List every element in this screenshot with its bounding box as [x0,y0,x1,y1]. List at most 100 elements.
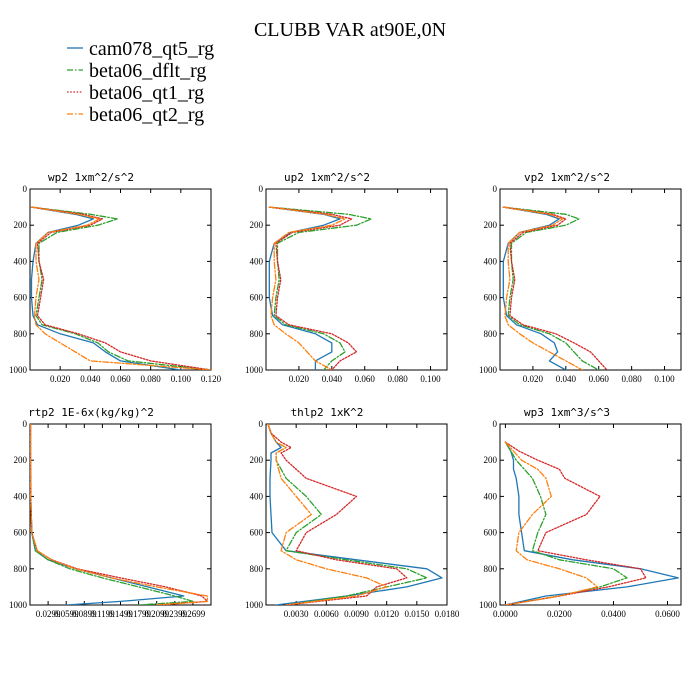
x-tick-label: 0.020 [523,374,544,384]
legend-label-0: cam078_qt5_rg [89,38,214,60]
panel-vp2: vp2 1xm^2/s^2 0 200 400 600 800 1000 0.020 0.04… [479,171,682,384]
x-tick-label: 0.0200 [547,609,572,619]
y-tick-label: 1000 [245,365,264,375]
series-line-beta06_qt2_rg [502,206,583,370]
series-line-cam078_qt5_rg [504,441,679,605]
x-tick-label: 0.2699 [181,609,206,619]
series-line-beta06_qt1_rg [267,424,408,605]
y-tick-label: 400 [14,256,28,266]
series-line-beta06_dflt_rg [30,206,211,370]
x-tick-label: 0.0180 [435,609,460,619]
y-tick-label: 600 [250,528,264,538]
x-tick-label: 0.2099 [144,609,169,619]
y-tick-label: 1000 [479,365,498,375]
y-tick-label: 200 [484,455,498,465]
x-tick-label: 0.0030 [284,609,309,619]
panel-rtp2: rtp2 1E-6x(kg/kg)^2 0 200 400 600 800 1000 0.0… [9,406,212,619]
x-tick-label: 0.060 [110,374,131,384]
y-tick-label: 200 [250,220,264,230]
y-tick-label: 200 [250,455,264,465]
x-tick-label: 0.080 [622,374,643,384]
series-line-beta06_qt2_rg [267,424,388,605]
y-tick-label: 400 [250,491,264,501]
y-tick-label: 1000 [9,600,28,610]
x-tick-label: 0.0599 [54,609,79,619]
y-tick-label: 1000 [9,365,28,375]
x-tick-label: 0.0000 [493,609,518,619]
y-tick-label: 800 [484,329,498,339]
series-line-cam078_qt5_rg [30,206,182,370]
x-tick-label: 0.060 [589,374,610,384]
series-line-beta06_qt1_rg [30,206,211,370]
y-tick-label: 1000 [479,600,498,610]
panel-title: up2 1xm^2/s^2 [284,171,370,184]
y-tick-label: 0 [259,419,264,429]
series-line-beta06_qt2_rg [268,206,346,370]
y-tick-label: 200 [484,220,498,230]
legend-entry: beta06_dflt_rg [67,60,206,82]
panel-wp2: wp2 1xm^2/s^2 0 200 400 600 800 1000 0.020 0.04… [9,171,222,384]
x-tick-label: 0.020 [50,374,71,384]
y-tick-label: 800 [14,329,28,339]
series-line-cam078_qt5_rg [268,206,341,370]
legend-label-1: beta06_dflt_rg [89,60,206,82]
series-line-beta06_qt2_rg [504,441,598,605]
figure-title: CLUBB VAR at90E,0N [254,19,446,41]
panel-up2: up2 1xm^2/s^2 0 200 400 600 800 1000 0.020 0.04… [245,171,448,384]
x-tick-label: 0.1799 [126,609,151,619]
x-tick-label: 0.040 [556,374,577,384]
plot-frame [265,188,448,371]
x-tick-label: 0.0060 [314,609,339,619]
panel-title: wp2 1xm^2/s^2 [48,171,134,184]
series-line-beta06_dflt_rg [504,441,628,605]
series-line-cam078_qt5_rg [267,424,443,605]
y-tick-label: 800 [250,564,264,574]
y-tick-label: 600 [484,528,498,538]
x-tick-label: 0.1499 [108,609,133,619]
x-tick-label: 0.100 [654,374,675,384]
x-tick-label: 0.120 [201,374,222,384]
x-tick-label: 0.100 [171,374,192,384]
x-tick-label: 0.080 [388,374,409,384]
y-tick-label: 400 [14,491,28,501]
y-tick-label: 600 [14,293,28,303]
x-tick-label: 0.040 [80,374,101,384]
x-tick-label: 0.0120 [374,609,399,619]
panel-title: vp2 1xm^2/s^2 [524,171,610,184]
y-tick-label: 600 [250,293,264,303]
x-tick-label: 0.0400 [601,609,626,619]
legend-entry: beta06_qt1_rg [67,82,204,104]
series-line-beta06_qt2_rg [30,206,211,370]
legend-label-2: beta06_qt1_rg [89,82,204,104]
y-tick-label: 400 [250,256,264,266]
series-line-beta06_dflt_rg [268,206,372,370]
y-tick-label: 0 [23,184,28,194]
series-line-beta06_qt2_rg [30,424,209,605]
y-tick-label: 800 [484,564,498,574]
x-tick-label: 0.1199 [90,609,115,619]
plot-frame [499,423,682,606]
panel-title: thlp2 1xK^2 [291,406,364,419]
y-tick-label: 0 [259,184,264,194]
x-tick-label: 0.100 [420,374,441,384]
legend: cam078_qt5_rg beta06_dflt_rg beta06_qt1_… [67,38,214,126]
y-tick-label: 600 [14,528,28,538]
x-tick-label: 0.0150 [404,609,429,619]
y-tick-label: 1000 [245,600,264,610]
series-line-cam078_qt5_rg [502,206,567,370]
x-tick-label: 0.060 [355,374,376,384]
y-tick-label: 0 [23,419,28,429]
x-tick-label: 0.0299 [36,609,61,619]
y-tick-label: 0 [493,184,498,194]
x-tick-label: 0.040 [322,374,343,384]
y-tick-label: 800 [250,329,264,339]
x-tick-label: 0.020 [289,374,310,384]
series-line-beta06_qt1_rg [502,206,608,370]
legend-entry: cam078_qt5_rg [67,38,214,60]
x-tick-label: 0.2399 [162,609,187,619]
series-line-beta06_qt1_rg [268,206,358,370]
y-tick-label: 200 [14,220,28,230]
x-tick-label: 0.0090 [344,609,369,619]
